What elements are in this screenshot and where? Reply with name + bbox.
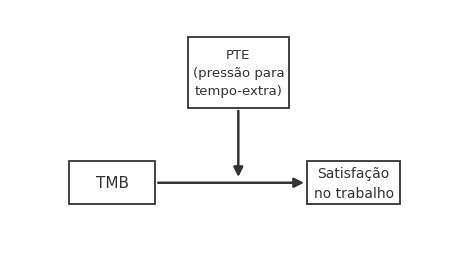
Text: TMB: TMB xyxy=(96,176,129,190)
FancyBboxPatch shape xyxy=(307,162,400,204)
FancyBboxPatch shape xyxy=(69,162,155,204)
Text: Satisfação
no trabalho: Satisfação no trabalho xyxy=(313,166,394,200)
Text: PTE
(pressão para
tempo-extra): PTE (pressão para tempo-extra) xyxy=(193,49,284,98)
FancyBboxPatch shape xyxy=(188,38,289,109)
